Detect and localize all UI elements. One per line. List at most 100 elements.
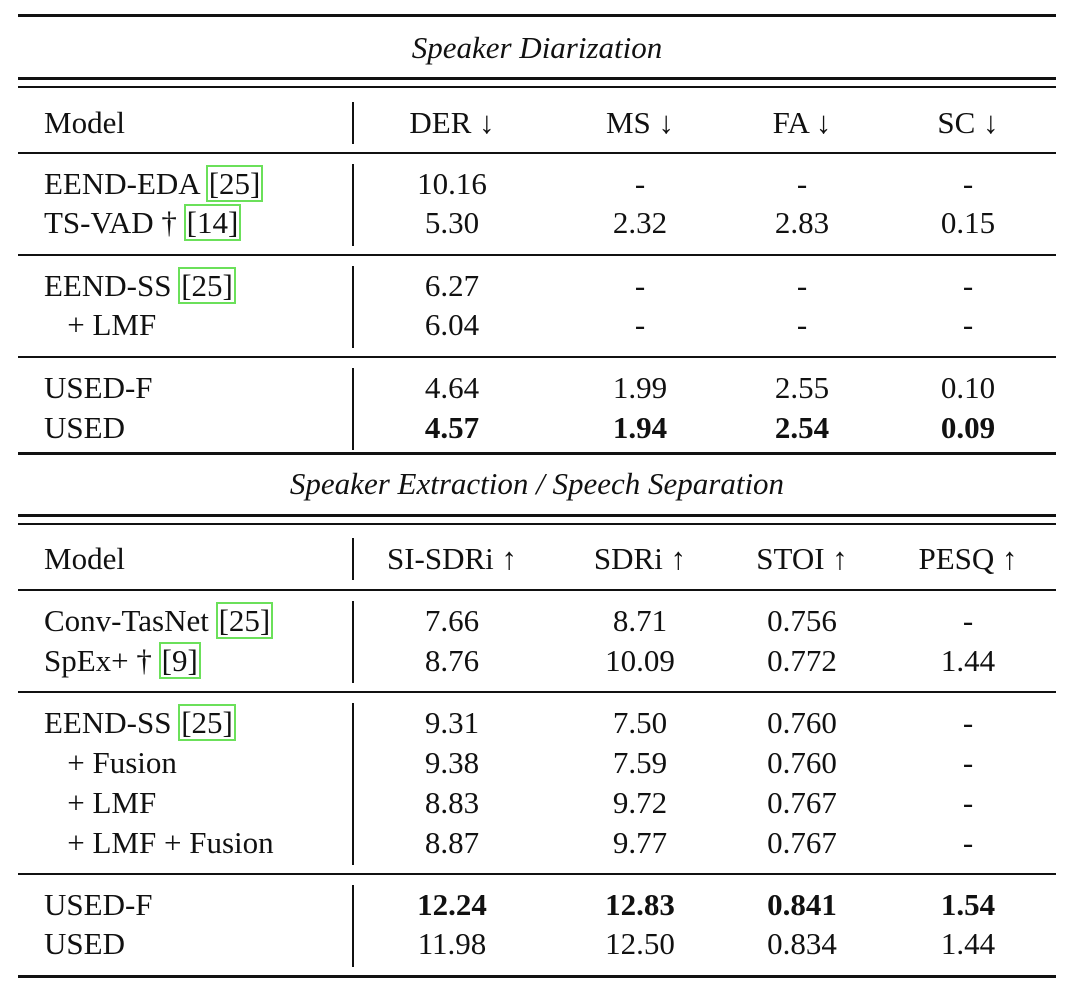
table-cell: 2.55 [774, 370, 830, 405]
table-cell: - [796, 307, 808, 342]
top-rule [18, 14, 1056, 17]
header-ms: MS ↓ [605, 105, 675, 140]
table-row-label: USED-F [44, 370, 153, 405]
citation-link[interactable]: [9] [158, 642, 201, 679]
table-cell: - [796, 268, 808, 303]
table-row-label: TS-VAD † [14] [44, 204, 242, 241]
header-model: Model [44, 105, 125, 140]
section-title-diarization: Speaker Diarization [411, 30, 663, 65]
table-cell-best: 1.94 [612, 410, 668, 445]
table-cell: 12.50 [605, 926, 675, 961]
header-model: Model [44, 541, 125, 576]
table-cell: 8.71 [612, 603, 668, 638]
table-cell: 0.767 [767, 825, 837, 860]
table-row-label: EEND-EDA [25] [44, 165, 264, 202]
group-rule [18, 873, 1056, 875]
table-row-label: SpEx+ † [9] [44, 642, 201, 679]
group-rule [18, 254, 1056, 256]
header-sdri: SDRi ↑ [593, 541, 687, 576]
column-separator [352, 885, 354, 967]
table-cell: - [634, 166, 646, 201]
table-cell: 0.834 [767, 926, 837, 961]
table-cell: 9.31 [424, 705, 480, 740]
table-cell: 0.10 [940, 370, 996, 405]
double-rule-top [18, 77, 1056, 80]
table-cell: 2.32 [612, 205, 668, 240]
table-cell-best: 0.841 [767, 887, 837, 922]
citation-link[interactable]: [25] [178, 267, 236, 304]
header-pesq: PESQ ↑ [918, 541, 1018, 576]
table-cell: - [962, 825, 974, 860]
table-cell: 5.30 [424, 205, 480, 240]
table-cell-best: 12.24 [417, 887, 487, 922]
table-cell: - [962, 268, 974, 303]
table-cell: 8.76 [424, 643, 480, 678]
table-cell: - [962, 705, 974, 740]
double-rule-bottom [18, 86, 1056, 88]
table-cell: 1.44 [940, 643, 996, 678]
table-cell: - [962, 745, 974, 780]
citation-link[interactable]: [14] [183, 204, 242, 241]
table-cell: 7.59 [612, 745, 668, 780]
citation-link[interactable]: [25] [178, 704, 236, 741]
bottom-rule [18, 975, 1056, 978]
table-cell: 0.772 [767, 643, 837, 678]
table-cell: - [796, 166, 808, 201]
table-row-label: + LMF + Fusion [44, 825, 274, 860]
header-fa: FA ↓ [772, 105, 832, 140]
column-separator [352, 368, 354, 450]
group-rule [18, 152, 1056, 154]
table-cell: 0.760 [767, 705, 837, 740]
section-title-extraction: Speaker Extraction / Speech Separation [289, 466, 785, 501]
table-cell-best: 4.57 [424, 410, 480, 445]
header-stoi: STOI ↑ [756, 541, 848, 576]
header-si-sdri: SI-SDRi ↑ [386, 541, 518, 576]
table-row-label: EEND-SS [25] [44, 267, 236, 304]
table-row-label: + LMF [44, 307, 157, 342]
table-cell: 11.98 [417, 926, 487, 961]
table-row-label: + LMF [44, 785, 157, 820]
table-cell: - [634, 268, 646, 303]
table-cell: 9.38 [424, 745, 480, 780]
column-separator [352, 266, 354, 348]
table-cell: 0.15 [940, 205, 996, 240]
table-cell: 0.767 [767, 785, 837, 820]
table-cell: - [634, 307, 646, 342]
table-cell: 1.44 [940, 926, 996, 961]
table-row-label: EEND-SS [25] [44, 704, 236, 741]
citation-link[interactable]: [25] [205, 165, 264, 202]
header-der: DER ↓ [409, 105, 495, 140]
table-cell: 10.09 [605, 643, 675, 678]
header-sc: SC ↓ [937, 105, 999, 140]
table-cell: - [962, 785, 974, 820]
table-cell: 7.66 [424, 603, 480, 638]
section-bottom-rule [18, 452, 1056, 455]
table-cell-best: 1.54 [940, 887, 996, 922]
column-separator [352, 164, 354, 246]
table-cell: 2.83 [774, 205, 830, 240]
column-separator [352, 538, 354, 580]
table-cell: - [962, 307, 974, 342]
group-rule [18, 356, 1056, 358]
table-cell: - [962, 166, 974, 201]
table-cell: 8.87 [424, 825, 480, 860]
table-cell: 9.77 [612, 825, 668, 860]
table-row-label: USED [44, 410, 125, 445]
citation-link[interactable]: [25] [215, 602, 274, 639]
table-cell: - [962, 603, 974, 638]
double-rule-bottom [18, 523, 1056, 525]
table-cell: 6.04 [424, 307, 480, 342]
double-rule-top [18, 514, 1056, 517]
table-cell-best: 0.09 [940, 410, 996, 445]
table-row-label: Conv-TasNet [25] [44, 602, 274, 639]
column-separator [352, 703, 354, 865]
table-cell: 7.50 [612, 705, 668, 740]
table-row-label: + Fusion [44, 745, 177, 780]
table-cell: 1.99 [612, 370, 668, 405]
table-cell: 10.16 [417, 166, 487, 201]
table-cell: 9.72 [612, 785, 668, 820]
table-cell-best: 12.83 [605, 887, 675, 922]
table-row-label: USED-F [44, 887, 153, 922]
table-cell: 6.27 [424, 268, 480, 303]
table-cell: 0.760 [767, 745, 837, 780]
